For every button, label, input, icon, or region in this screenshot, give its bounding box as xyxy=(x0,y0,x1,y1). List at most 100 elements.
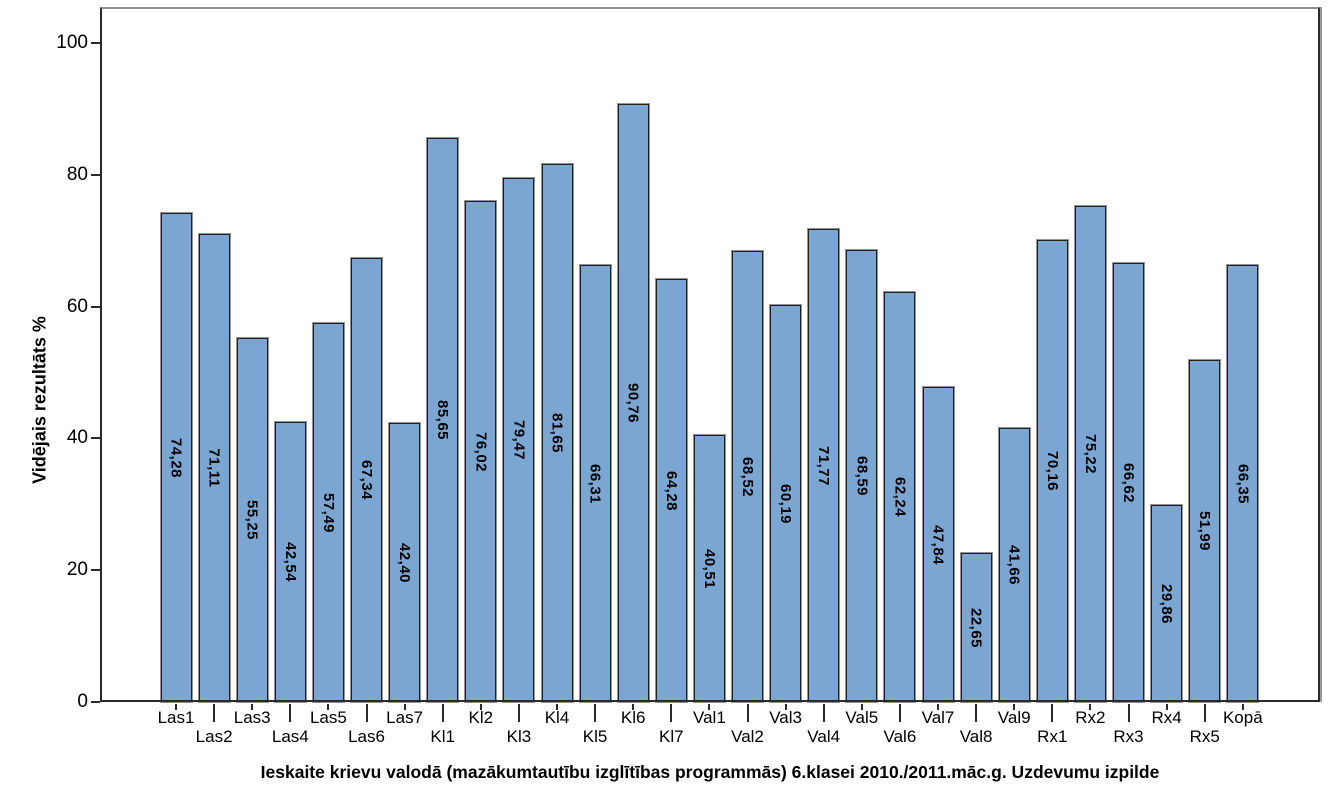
bar: 29,86 xyxy=(1151,505,1183,702)
bar-value-label: 74,28 xyxy=(167,437,185,478)
bar-value-label: 42,54 xyxy=(281,541,299,583)
bar: 79,47 xyxy=(503,178,535,702)
bar-value-label: 29,86 xyxy=(1158,583,1176,624)
x-tick xyxy=(479,704,482,710)
y-tick xyxy=(91,42,100,45)
bar: 74,28 xyxy=(160,213,192,702)
bar: 70,16 xyxy=(1036,240,1068,702)
y-tick xyxy=(91,305,100,308)
x-tick xyxy=(251,704,254,710)
x-tick xyxy=(556,704,558,710)
bar-value-label: 55,25 xyxy=(243,499,261,541)
x-tick-label: Val7 xyxy=(921,708,955,727)
x-tick-label: Val5 xyxy=(845,708,879,727)
x-tick-label: Val8 xyxy=(959,727,993,746)
bar-value-label: 66,35 xyxy=(1234,463,1252,504)
x-tick xyxy=(784,704,787,710)
bar: 47,84 xyxy=(922,387,954,702)
x-axis-title: Ieskaite krievu valodā (mazākumtautību i… xyxy=(260,762,1160,782)
bar-value-label: 71,77 xyxy=(815,445,833,486)
y-tick xyxy=(91,701,100,703)
x-tick-label: Kl3 xyxy=(506,727,532,746)
bar: 71,77 xyxy=(808,229,840,702)
bar-value-label: 68,52 xyxy=(739,456,756,497)
x-tick xyxy=(327,704,330,710)
x-tick-label: Val6 xyxy=(883,727,917,746)
bar-value-label: 60,19 xyxy=(777,483,795,524)
x-tick xyxy=(670,704,673,722)
x-tick xyxy=(365,704,368,722)
x-tick xyxy=(898,704,901,722)
x-tick xyxy=(1127,704,1130,722)
bar-value-label: 64,28 xyxy=(662,470,680,511)
bar-value-label: 85,65 xyxy=(434,399,452,441)
bar: 68,59 xyxy=(846,250,878,702)
x-tick xyxy=(860,704,863,710)
bar-value-label: 62,24 xyxy=(891,476,909,518)
bar: 60,19 xyxy=(770,305,802,702)
bar-value-label: 75,22 xyxy=(1081,433,1099,475)
bar-value-label: 22,65 xyxy=(967,607,985,648)
y-tick xyxy=(91,173,100,176)
x-tick xyxy=(594,704,597,722)
x-tick-label: Las3 xyxy=(233,708,271,727)
x-tick-label: Las4 xyxy=(271,727,309,746)
bar: 62,24 xyxy=(884,292,916,702)
bar-value-label: 71,11 xyxy=(205,448,223,488)
x-tick-label: Val4 xyxy=(807,727,841,746)
bar-value-label: 67,34 xyxy=(358,459,375,501)
x-tick xyxy=(975,704,978,722)
bar: 42,54 xyxy=(274,422,306,702)
x-tick xyxy=(822,704,825,722)
x-tick xyxy=(746,704,749,722)
bar: 66,35 xyxy=(1227,265,1259,702)
x-tick-label: Rx2 xyxy=(1075,708,1106,727)
bar: 42,40 xyxy=(389,423,421,702)
x-tick xyxy=(517,704,520,722)
bar-value-label: 66,62 xyxy=(1120,462,1137,503)
x-tick-label: Las1 xyxy=(157,708,195,727)
bar-value-label: 70,16 xyxy=(1043,450,1061,492)
x-tick-label: Kl1 xyxy=(430,727,455,746)
y-tick-label: 60 xyxy=(66,295,88,317)
x-tick-label: Las6 xyxy=(348,727,385,746)
bar-value-label: 79,47 xyxy=(510,419,528,461)
y-tick xyxy=(91,569,100,572)
bar-value-label: 81,65 xyxy=(548,412,566,454)
bar-value-label: 90,76 xyxy=(624,382,642,424)
bar: 22,65 xyxy=(960,553,992,702)
bar-value-label: 41,66 xyxy=(1005,544,1023,586)
bar: 57,49 xyxy=(312,323,344,702)
bar: 71,11 xyxy=(198,234,230,702)
x-tick xyxy=(175,704,177,710)
bar: 76,02 xyxy=(465,201,497,702)
y-tick-label: 40 xyxy=(66,427,88,449)
x-tick xyxy=(403,704,406,710)
bar: 67,34 xyxy=(351,258,382,702)
x-tick-label: Kl2 xyxy=(468,708,494,727)
x-tick-label: Val1 xyxy=(693,708,726,727)
bar: 85,65 xyxy=(427,138,459,702)
x-tick-label: Rx3 xyxy=(1113,727,1144,746)
x-tick xyxy=(708,704,711,710)
x-tick xyxy=(213,704,216,722)
bar: 51,99 xyxy=(1189,360,1221,702)
x-tick-label: Val3 xyxy=(769,708,802,727)
x-tick-label: Las7 xyxy=(386,708,424,727)
x-tick xyxy=(1013,704,1016,710)
bar-value-label: 76,02 xyxy=(472,431,490,472)
x-tick-label: Rx4 xyxy=(1151,708,1182,727)
bar: 41,66 xyxy=(998,428,1030,702)
x-tick-label: Rx5 xyxy=(1189,727,1220,746)
y-tick-label: 100 xyxy=(56,32,88,54)
bar-value-label: 66,31 xyxy=(586,463,604,504)
bar-value-label: 57,49 xyxy=(319,492,337,533)
y-tick-label: 0 xyxy=(77,691,88,712)
x-tick xyxy=(937,704,939,710)
bar: 64,28 xyxy=(655,279,687,702)
bar: 66,62 xyxy=(1113,263,1144,702)
x-tick-label: Kl7 xyxy=(659,727,684,746)
bar: 90,76 xyxy=(617,104,649,702)
x-tick-label: Las2 xyxy=(195,727,233,746)
